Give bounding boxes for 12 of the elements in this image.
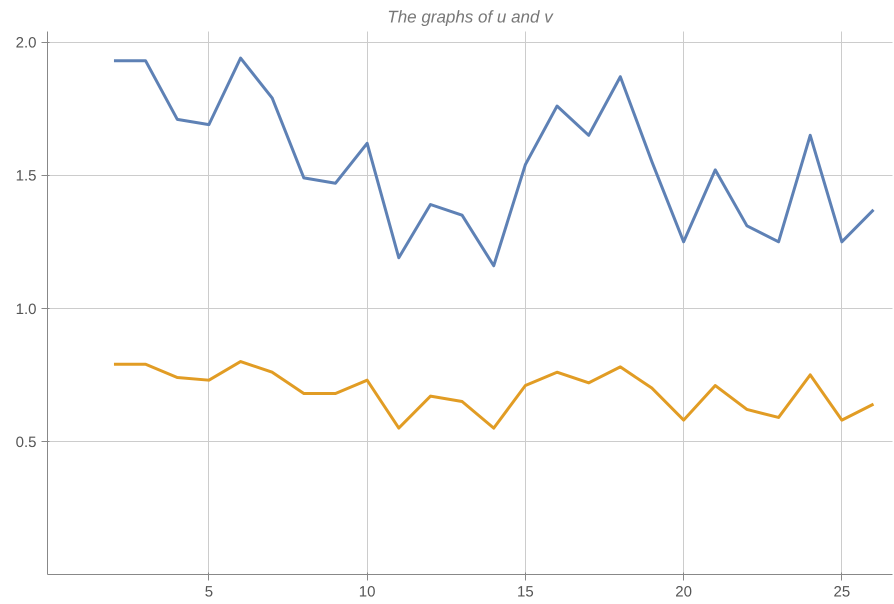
x-tick-label: 10 xyxy=(358,584,376,600)
line-series xyxy=(112,360,876,430)
y-tick-label: 1.5 xyxy=(16,168,37,185)
y-tick-label: 0.5 xyxy=(16,434,37,451)
line-series xyxy=(112,56,876,268)
y-tick-label: 2.0 xyxy=(16,34,37,52)
y-tick-label: 1.0 xyxy=(16,300,37,318)
x-tick-label: 5 xyxy=(204,584,214,600)
x-tick-label: 25 xyxy=(834,584,850,600)
x-tick-label: 20 xyxy=(675,584,692,600)
x-tick-label: 15 xyxy=(517,584,534,600)
chart-title: The graphs of u and v xyxy=(387,8,554,26)
